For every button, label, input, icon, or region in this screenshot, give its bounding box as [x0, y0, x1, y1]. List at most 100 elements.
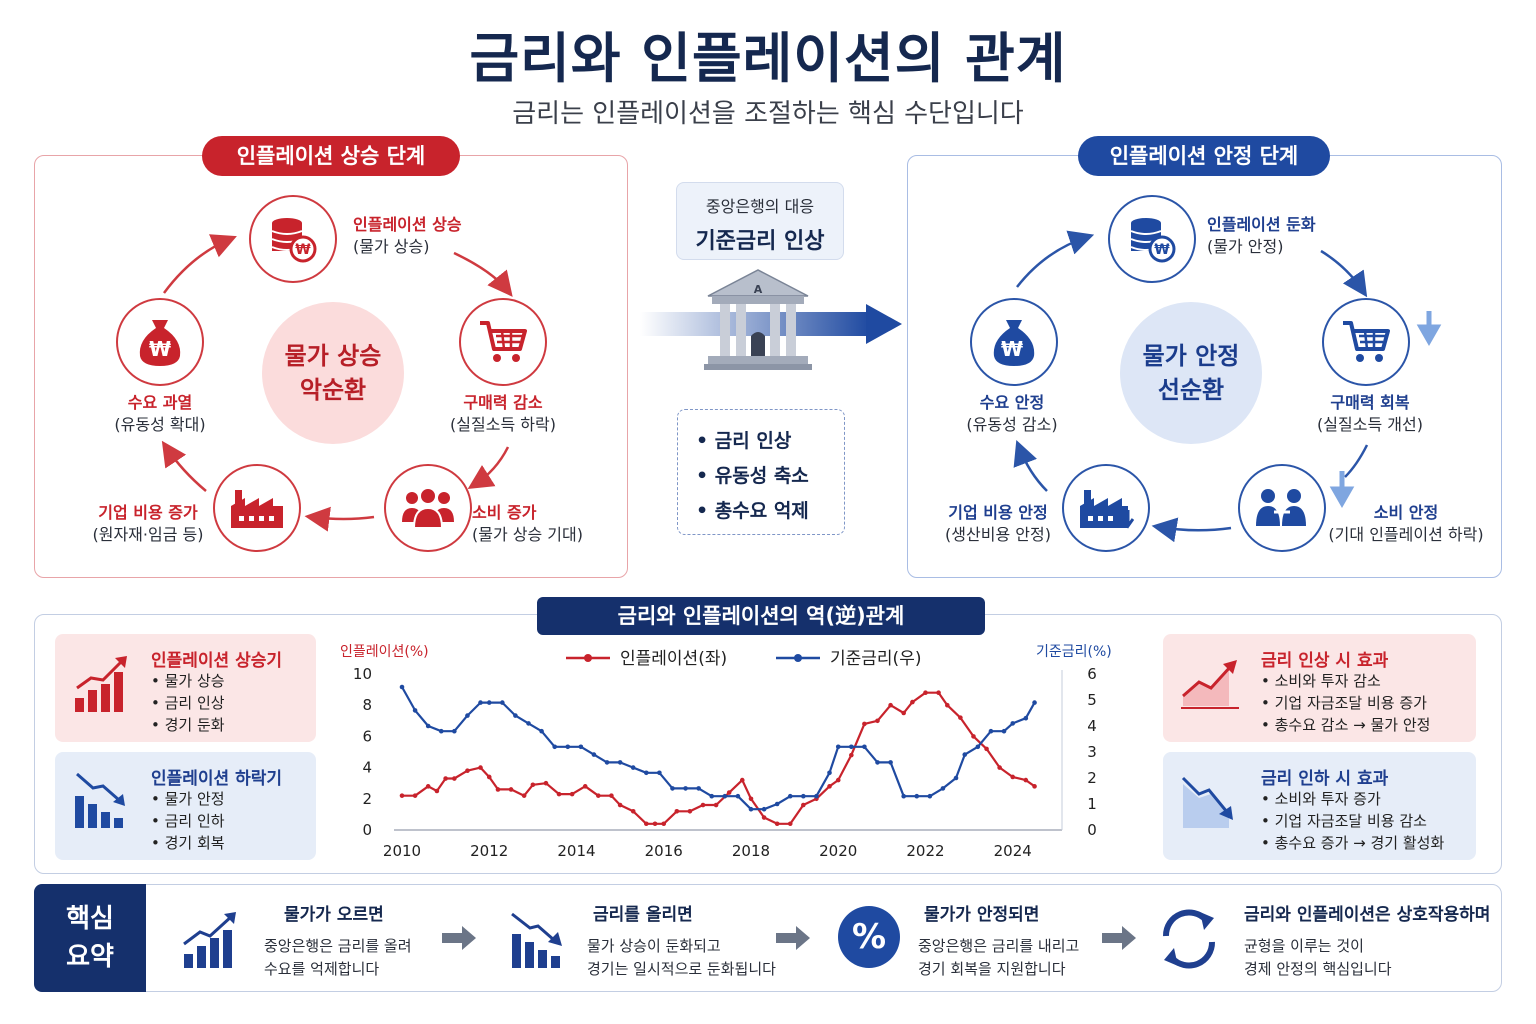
data-point [630, 808, 636, 814]
page-title: 금리와 인플레이션의 관계 [469, 27, 1067, 90]
svg-text:₩: ₩ [149, 337, 171, 361]
inflation-rate-chart: 인플레이션(%) 기준금리(%) 0 2 4 6 8 10 0 1 2 3 4 5 6 2010 2012 201… [340, 644, 1112, 860]
rising-stage-badge: 인플레이션 상승 단계 [202, 136, 460, 176]
y-tick-label-left: 0 [362, 821, 372, 839]
shopping-cart-icon [1343, 321, 1390, 362]
data-point [722, 793, 728, 799]
demand-overheat-node: ₩ [116, 298, 204, 386]
inflation-slow-label: 인플레이션 둔화 (물가 안정) [1207, 215, 1316, 256]
consumption-label: 소비 증가 (물가 상승 기대) [472, 503, 583, 544]
legend-label: 기준금리(우) [830, 649, 921, 669]
card-bullet: 기업 자금조달 비용 감소 [1261, 810, 1444, 832]
data-point [530, 782, 536, 788]
summary-item-rates-rise: 금리를 올리면 물가 상승이 둔화되고 경기는 일시적으로 둔화됩니다 [587, 905, 776, 978]
data-point [543, 780, 549, 786]
people-icon [402, 487, 454, 529]
chart-series [399, 684, 1037, 827]
x-tick-label: 2024 [994, 842, 1032, 860]
chart-legend: 인플레이션(좌) 기준금리(우) [566, 649, 921, 669]
data-point [508, 787, 514, 792]
purchasing-recovery-node [1322, 298, 1410, 386]
data-point [521, 793, 527, 798]
y-tick-label-left: 10 [353, 665, 372, 683]
data-point [670, 786, 675, 791]
data-point [552, 744, 557, 750]
data-point [940, 786, 946, 791]
data-point [748, 806, 754, 812]
bank-building-icon: A [704, 269, 812, 370]
card-bullet: 총수요 감소 → 물가 안정 [1261, 714, 1431, 736]
data-point [936, 690, 941, 696]
data-point [875, 718, 880, 724]
y-tick-label-left: 8 [362, 696, 372, 714]
consumption-stable-node [1238, 464, 1326, 552]
rate-cut-effect-card: 금리 인하 시 효과 소비와 투자 증가 기업 자금조달 비용 감소 총수요 증… [1163, 752, 1476, 860]
data-point [862, 744, 867, 750]
data-point [761, 815, 767, 820]
data-point [399, 793, 405, 798]
policy-effect-item: • 금리 인상 [696, 430, 792, 452]
consumption-node [384, 464, 472, 552]
data-point [700, 802, 706, 808]
data-point [774, 821, 780, 827]
data-point [1032, 784, 1037, 789]
card-bullet: 기업 자금조달 비용 증가 [1261, 692, 1430, 714]
series-line [402, 691, 1036, 825]
corporate-cost-stable-node [1062, 464, 1150, 552]
corporate-cost-stable-label: 기업 비용 안정 (생산비용 안정) [945, 503, 1051, 544]
data-point [709, 793, 715, 799]
data-point [657, 770, 662, 776]
rising-chart-icon [75, 656, 127, 712]
y-tick-label-right: 1 [1087, 795, 1097, 813]
data-point [526, 721, 531, 726]
purchasing-power-label: 구매력 감소 (실질소득 하락) [450, 393, 556, 434]
inverse-relation-badge: 금리와 인플레이션의 역(逆)관계 [537, 597, 985, 635]
purchasing-power-node [459, 298, 547, 386]
card-bullet: 물가 안정 [151, 788, 225, 810]
data-point [953, 775, 959, 781]
data-point [556, 791, 562, 797]
data-point [761, 806, 767, 812]
x-tick-label: 2010 [383, 842, 421, 860]
inflation-rise-label: 인플레이션 상승 (물가 상승) [353, 215, 462, 256]
data-point [988, 728, 994, 734]
card-bullet: 물가 상승 [151, 670, 225, 692]
data-point [962, 752, 968, 757]
data-point [438, 728, 444, 734]
legend-marker [794, 654, 802, 662]
summary-item-prices-stable: 물가가 안정되면 중앙은행은 금리를 내리고 경기 회복을 지원합니다 [918, 905, 1080, 978]
rising-cycle-arrows [161, 234, 513, 532]
data-point [683, 786, 688, 791]
x-tick-label: 2012 [470, 842, 508, 860]
data-point [774, 801, 780, 807]
data-point [827, 770, 832, 776]
cycle-icon [1162, 909, 1216, 969]
corporate-cost-node [213, 464, 301, 552]
data-point [971, 734, 976, 739]
data-point [452, 776, 457, 781]
data-point [486, 774, 492, 780]
data-point [901, 710, 906, 716]
data-point [1010, 721, 1016, 726]
data-point [478, 765, 483, 770]
data-point [596, 793, 601, 798]
x-tick-label: 2018 [732, 842, 770, 860]
data-point [643, 821, 649, 827]
data-point [582, 784, 588, 789]
card-bullet: 소비와 투자 감소 [1261, 670, 1430, 692]
svg-text:₩: ₩ [295, 242, 311, 258]
data-point [569, 791, 575, 797]
policy-effects-box: • 금리 인상 • 유동성 축소 • 총수요 억제 [677, 409, 845, 535]
data-point [910, 699, 915, 705]
coin-stack-icon: ₩ [1130, 218, 1176, 263]
chart-axes: 인플레이션(%) 기준금리(%) 0 2 4 6 8 10 0 1 2 3 4 5 6 2010 2012 201… [340, 644, 1112, 860]
card-bullet: 총수요 증가 → 경기 활성화 [1261, 832, 1445, 854]
data-point [412, 793, 418, 798]
y-tick-label-right: 6 [1087, 665, 1097, 683]
corporate-cost-label: 기업 비용 증가 (원자재·임금 등) [92, 503, 204, 544]
card-bullet: 금리 인상 [151, 692, 225, 714]
data-point [923, 690, 928, 696]
stable-cycle-arrows [1013, 230, 1442, 543]
data-point [888, 760, 893, 765]
data-point [399, 684, 405, 690]
